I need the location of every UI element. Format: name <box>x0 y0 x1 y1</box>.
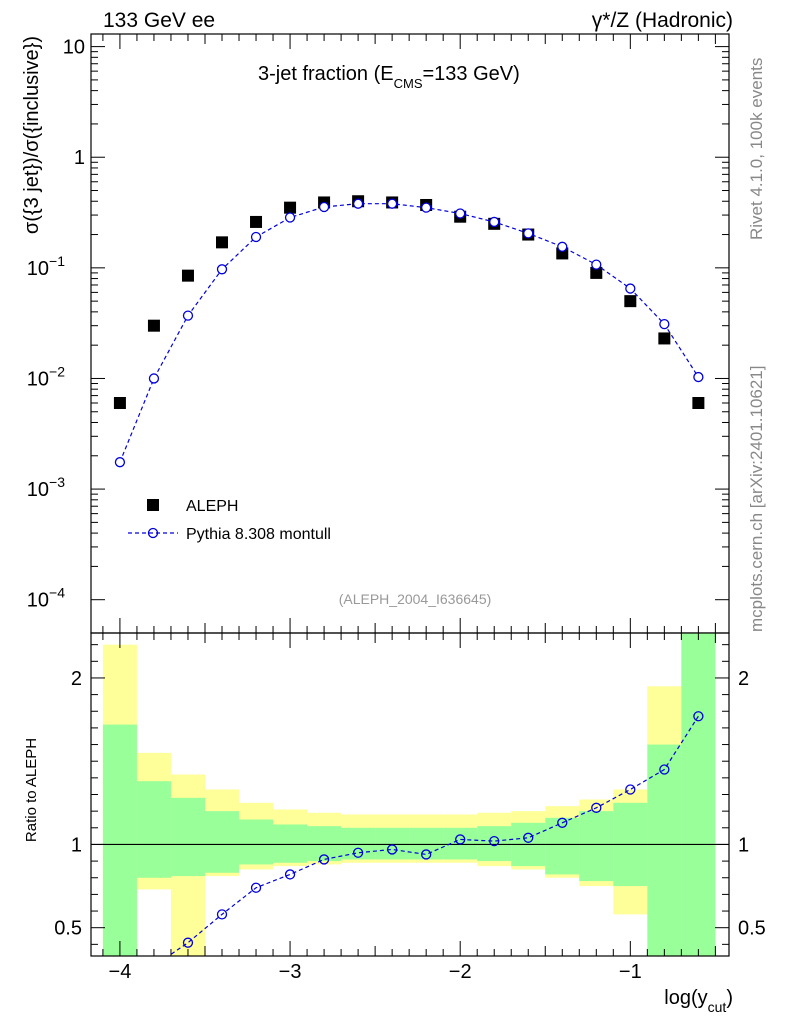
ratio-data-point <box>693 711 704 722</box>
ratio-panel: 0.5 0.5 1 1 2 2 −4 −3 −2 −1 Ratio to ALEPH log(y… <box>23 632 766 1015</box>
pythia-data-point <box>352 198 364 209</box>
pythia-data-point <box>318 201 330 213</box>
legend-marker-aleph <box>147 499 159 511</box>
green-band-bin <box>239 819 274 865</box>
ratio-data-point <box>625 784 636 795</box>
pythia-data-point <box>216 264 228 275</box>
ratio-y-tick-label-right: 0.5 <box>738 918 766 940</box>
ratio-data-point <box>455 834 466 845</box>
pythia-series-line <box>119 203 699 463</box>
pythia-data-point <box>489 216 500 228</box>
legend-label-aleph: ALEPH <box>186 498 238 515</box>
pythia-data-point <box>114 457 126 468</box>
aleph-data-point <box>181 269 194 282</box>
header-left: 133 GeV ee <box>103 9 215 32</box>
top-y-tick-label: 10−2 <box>27 363 65 390</box>
green-band-bin <box>545 817 580 875</box>
green-band-bin <box>341 827 376 860</box>
header-right: γ*/Z (Hadronic) <box>592 9 733 32</box>
green-band-bin <box>579 811 614 882</box>
legend-marker-pythia <box>147 527 159 539</box>
pythia-data-point <box>182 310 194 321</box>
ratio-series-group <box>167 711 704 956</box>
green-band-bin <box>307 826 342 862</box>
top-y-tick-label: 10−4 <box>27 585 65 612</box>
rivet-version-label: Rivet 4.1.0, 100k events <box>747 58 766 240</box>
pythia-data-point <box>284 212 296 223</box>
ratio-y-tick-label: 1 <box>71 834 82 856</box>
top-panel: 10 1 10−1 10−2 10−3 10−4 3-jet fraction (ECMS… <box>21 33 730 634</box>
analysis-annotation: (ALEPH_2004_I636645) <box>339 591 492 607</box>
ratio-data-point <box>591 802 602 813</box>
pythia-data-point <box>148 373 160 384</box>
ratio-y-tick-label: 0.5 <box>54 918 82 940</box>
pythia-data-point <box>693 371 704 383</box>
x-tick-label: −4 <box>109 961 132 983</box>
ratio-data-point <box>284 869 296 880</box>
pythia-data-point <box>523 228 534 239</box>
green-band-bin <box>204 811 240 873</box>
pythia-data-point <box>659 318 670 330</box>
ratio-data-point <box>523 832 534 843</box>
pythia-data-point <box>625 283 636 294</box>
top-title: 3-jet fraction (ECMS=133 GeV) <box>258 63 520 91</box>
green-band-bin <box>375 827 410 860</box>
aleph-data-point <box>147 319 160 332</box>
green-band-bin <box>170 797 205 877</box>
ratio-data-point <box>386 844 398 855</box>
aleph-data-point <box>590 266 603 279</box>
x-tick-label: −3 <box>279 961 302 983</box>
aleph-data-point <box>113 397 126 410</box>
top-y-axis-label: σ({3 jet})/σ({inclusive}) <box>21 36 43 234</box>
ratio-data-point <box>659 764 670 775</box>
mcplots-label: mcplots.cern.ch [arXiv:2401.10621] <box>747 366 766 632</box>
aleph-data-point <box>658 332 671 345</box>
ratio-y-axis-label: Ratio to ALEPH <box>23 738 40 842</box>
aleph-data-point <box>284 201 297 214</box>
aleph-data-point <box>692 397 705 410</box>
pythia-data-point <box>386 198 398 209</box>
aleph-data-point <box>216 236 229 249</box>
ratio-y-tick-label: 2 <box>71 668 82 690</box>
ratio-data-point <box>421 849 432 860</box>
x-axis-label: log(ycut) <box>664 987 733 1015</box>
top-y-tick-label: 1 <box>74 147 85 169</box>
ratio-data-point <box>318 854 330 865</box>
legend: ALEPH Pythia 8.308 montull <box>128 498 331 543</box>
ratio-data-point <box>250 882 262 893</box>
green-band-bin <box>681 633 716 956</box>
green-band-bin <box>136 781 171 878</box>
ratio-data-point <box>352 847 364 858</box>
ratio-y-tick-label-right: 2 <box>738 668 749 690</box>
pythia-data-point <box>250 231 262 243</box>
x-tick-label: −1 <box>619 961 642 983</box>
ratio-data-point <box>182 937 194 948</box>
aleph-data-point <box>624 295 637 308</box>
pythia-data-point <box>557 241 568 252</box>
green-band-bin <box>477 826 512 862</box>
pythia-data-point <box>591 259 602 270</box>
top-y-tick-label: 10 <box>63 37 85 59</box>
green-band-bin <box>409 827 444 860</box>
top-y-tick-label: 10−1 <box>27 253 65 280</box>
pythia-data-point <box>421 202 432 213</box>
ratio-series-line <box>167 715 699 956</box>
ratio-data-point <box>557 817 568 828</box>
top-panel-frame <box>90 33 730 634</box>
ratio-data-point <box>216 909 228 920</box>
legend-label-pythia: Pythia 8.308 montull <box>186 526 331 543</box>
green-band-bin <box>273 824 308 863</box>
pythia-data-point <box>455 208 466 219</box>
ratio-y-tick-label-right: 1 <box>738 834 749 856</box>
green-band-bin <box>647 744 682 956</box>
ratio-data-point <box>489 835 500 847</box>
aleph-data-point <box>250 215 263 228</box>
green-band-bin <box>102 724 137 956</box>
x-tick-label: −2 <box>449 961 472 983</box>
top-y-tick-label: 10−3 <box>27 474 65 501</box>
